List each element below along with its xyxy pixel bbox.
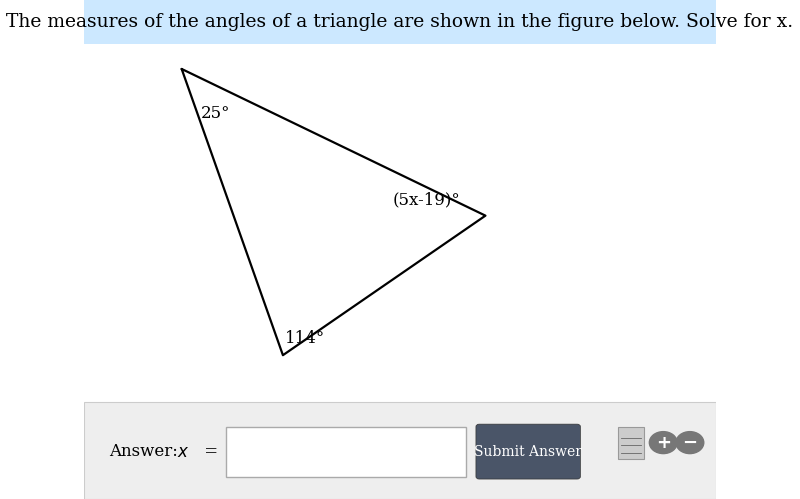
FancyBboxPatch shape (618, 427, 644, 459)
Text: 114°: 114° (285, 330, 325, 347)
Circle shape (650, 432, 677, 454)
Text: −: − (682, 434, 698, 452)
Text: The measures of the angles of a triangle are shown in the figure below. Solve fo: The measures of the angles of a triangle… (6, 13, 794, 31)
Text: 25°: 25° (201, 105, 230, 122)
Text: (5x-19)°: (5x-19)° (392, 191, 460, 208)
FancyBboxPatch shape (83, 0, 717, 44)
FancyBboxPatch shape (226, 427, 466, 477)
FancyBboxPatch shape (476, 424, 580, 479)
Text: =: = (199, 443, 218, 460)
Text: $x$: $x$ (177, 443, 189, 461)
Text: Answer:: Answer: (109, 443, 188, 460)
Text: +: + (656, 434, 670, 452)
Text: Submit Answer: Submit Answer (474, 445, 582, 459)
Circle shape (676, 432, 704, 454)
FancyBboxPatch shape (83, 402, 717, 499)
